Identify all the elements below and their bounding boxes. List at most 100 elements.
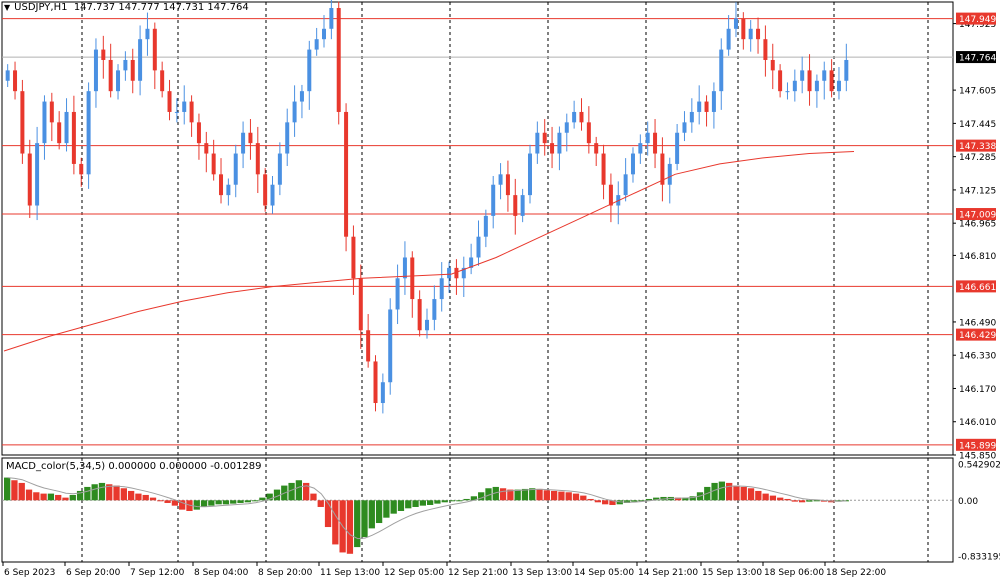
macd-bar bbox=[251, 500, 259, 502]
candle-body bbox=[800, 70, 805, 81]
macd-bar bbox=[193, 500, 200, 510]
candle-body bbox=[219, 174, 224, 196]
macd-bar bbox=[106, 484, 113, 501]
macd-bar bbox=[127, 490, 135, 501]
candle-body bbox=[417, 299, 422, 331]
macd-bar bbox=[179, 500, 186, 510]
macd-bar bbox=[33, 492, 40, 501]
candle-body bbox=[130, 59, 135, 81]
candle-body bbox=[35, 143, 40, 206]
price-level-badge-4 bbox=[956, 328, 996, 341]
candle-body bbox=[241, 132, 246, 154]
macd-bar bbox=[777, 497, 784, 501]
candle-body bbox=[447, 267, 452, 279]
macd-bar bbox=[791, 500, 798, 502]
macd-bar bbox=[434, 500, 441, 504]
macd-pane-frame bbox=[1, 457, 954, 563]
price-level-label-1: 147.338 bbox=[959, 142, 996, 152]
candle-body bbox=[292, 101, 297, 123]
price-tick-label: 146.965 bbox=[959, 220, 996, 230]
macd-bar bbox=[259, 497, 266, 501]
macd-bar bbox=[806, 500, 813, 502]
time-tick-label: 18 Sep 06:00 bbox=[764, 568, 824, 578]
price-tick-label: 146.810 bbox=[959, 252, 996, 262]
candle-body bbox=[807, 70, 812, 92]
macd-bar bbox=[755, 490, 762, 501]
macd-bar bbox=[346, 500, 354, 554]
macd-bar bbox=[813, 500, 820, 502]
candle-body bbox=[263, 174, 268, 206]
macd-bar bbox=[733, 485, 740, 501]
macd-bar bbox=[529, 488, 536, 501]
candle-body bbox=[182, 101, 187, 112]
time-tick-label: 14 Sep 05:00 bbox=[574, 568, 634, 578]
macd-bar bbox=[784, 498, 791, 501]
price-tick-label: 146.170 bbox=[959, 385, 996, 395]
candle-body bbox=[49, 101, 54, 123]
candle-body bbox=[174, 111, 179, 113]
candle-body bbox=[748, 28, 753, 40]
candle-body bbox=[336, 8, 341, 112]
candle-body bbox=[285, 122, 290, 154]
ohlc-values: 147.737 147.777 147.731 147.764 bbox=[73, 2, 249, 13]
candle-body bbox=[505, 174, 510, 196]
candle-body bbox=[527, 153, 532, 196]
macd-bar bbox=[91, 484, 98, 501]
candle-body bbox=[667, 163, 672, 185]
macd-bar bbox=[135, 493, 142, 501]
candle-body bbox=[836, 80, 841, 92]
candle-body bbox=[101, 49, 106, 60]
candle-body bbox=[79, 163, 84, 175]
candle-body bbox=[167, 91, 172, 112]
price-level-label-3: 146.661 bbox=[959, 283, 996, 293]
macd-bar bbox=[324, 500, 332, 528]
candle-body bbox=[351, 236, 356, 279]
candle-body bbox=[660, 153, 665, 185]
price-level-badge-1 bbox=[956, 139, 996, 152]
candle-body bbox=[756, 28, 761, 40]
candle-body bbox=[277, 153, 282, 185]
macd-bar bbox=[674, 497, 682, 501]
candle-body bbox=[344, 111, 349, 237]
dropdown-triangle-icon[interactable]: ▼ bbox=[4, 3, 11, 12]
macd-bar bbox=[587, 498, 594, 501]
candle-body bbox=[697, 101, 702, 112]
candle-body bbox=[726, 28, 731, 50]
macd-bar bbox=[507, 489, 514, 501]
candle-body bbox=[572, 111, 577, 123]
candle-body bbox=[638, 143, 643, 154]
candle-body bbox=[116, 70, 121, 92]
macd-bar bbox=[456, 500, 463, 502]
candle-body bbox=[719, 49, 724, 92]
price-tick-label: 147.605 bbox=[959, 87, 996, 97]
candle-body bbox=[550, 143, 555, 154]
candle-body bbox=[64, 111, 69, 144]
candle-body bbox=[425, 319, 429, 331]
macd-bar bbox=[645, 498, 653, 501]
macd-bar bbox=[244, 500, 251, 503]
candle-body bbox=[594, 143, 599, 154]
candle-body bbox=[314, 39, 319, 50]
macd-bar bbox=[142, 494, 149, 501]
candle-body bbox=[454, 267, 459, 279]
candle-body bbox=[476, 236, 481, 258]
candle-body bbox=[138, 39, 143, 81]
macd-bar bbox=[405, 500, 412, 509]
macd-bar bbox=[266, 493, 273, 501]
chart-title[interactable]: ▼ USDJPY,H1 147.737 147.777 147.731 147.7… bbox=[4, 2, 249, 13]
macd-bar bbox=[485, 488, 492, 501]
price-pane-frame bbox=[1, 1, 954, 456]
candle-body bbox=[211, 153, 216, 175]
macd-bar bbox=[470, 496, 478, 501]
price-level-badge-2 bbox=[956, 208, 996, 221]
candle-body bbox=[373, 361, 378, 404]
candle-body bbox=[322, 28, 327, 40]
macd-bar bbox=[390, 500, 397, 514]
macd-bar bbox=[682, 497, 689, 501]
candle-body bbox=[270, 184, 275, 206]
macd-bar bbox=[689, 496, 696, 501]
candle-body bbox=[145, 28, 150, 40]
macd-bar bbox=[550, 490, 558, 501]
candle-body bbox=[682, 122, 687, 133]
candle-body bbox=[579, 111, 584, 123]
